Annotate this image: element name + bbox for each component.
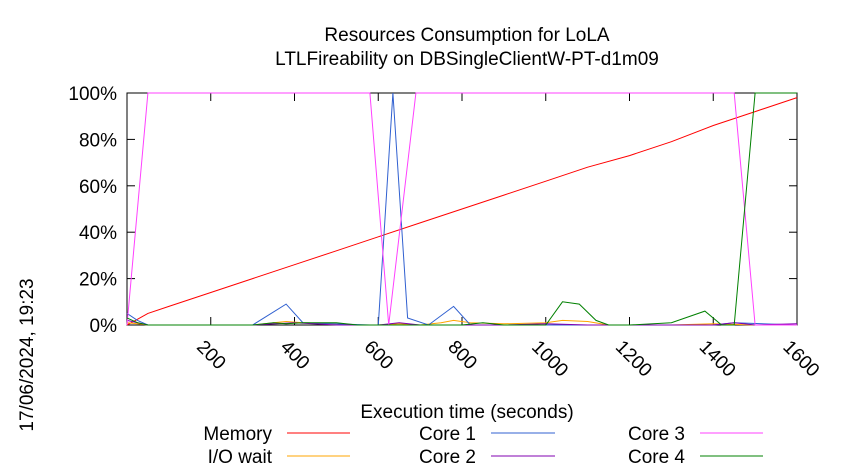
x-tick-label: 600: [360, 337, 397, 374]
legend-label-core-1: Core 1: [419, 424, 476, 445]
x-tick-label: 200: [192, 337, 229, 374]
plot-area: 0% 20% 40% 60% 80% 100% 200 400 600 800 1000 1200 14…: [68, 84, 823, 381]
y-tick-label: 40%: [79, 223, 117, 244]
legend-label-core-4: Core 4: [628, 447, 685, 468]
y-tick-label: 20%: [79, 270, 117, 291]
series-line-core-4: [126, 92, 797, 326]
x-tick-label: 1000: [527, 337, 572, 382]
y-tick-label: 100%: [68, 84, 117, 105]
chart-subtitle: LTLFireability on DBSingleClientW-PT-d1m…: [275, 49, 659, 70]
y-tick-label: 0%: [90, 316, 118, 337]
x-tick-label: 1400: [695, 337, 740, 382]
series-line-core-3: [126, 92, 797, 326]
x-tick-label: 1600: [778, 337, 823, 382]
series-line-memory: [126, 97, 798, 326]
chart-title: Resources Consumption for LoLA: [324, 25, 609, 46]
y-tick-label: 80%: [79, 130, 117, 151]
legend-label-memory: Memory: [203, 424, 272, 445]
y-tick-label: 60%: [79, 177, 117, 198]
x-tick-label: 400: [276, 337, 313, 374]
legend-label-core-3: Core 3: [628, 424, 685, 445]
x-axis-label: Execution time (seconds): [360, 402, 573, 423]
x-tick-label: 1200: [611, 337, 656, 382]
legend-label-core-2: Core 2: [419, 447, 476, 468]
chart-timestamp: 17/06/2024, 19:23: [17, 278, 38, 431]
x-tick-label: 800: [443, 337, 480, 374]
legend-label-i-o-wait: I/O wait: [208, 447, 273, 468]
